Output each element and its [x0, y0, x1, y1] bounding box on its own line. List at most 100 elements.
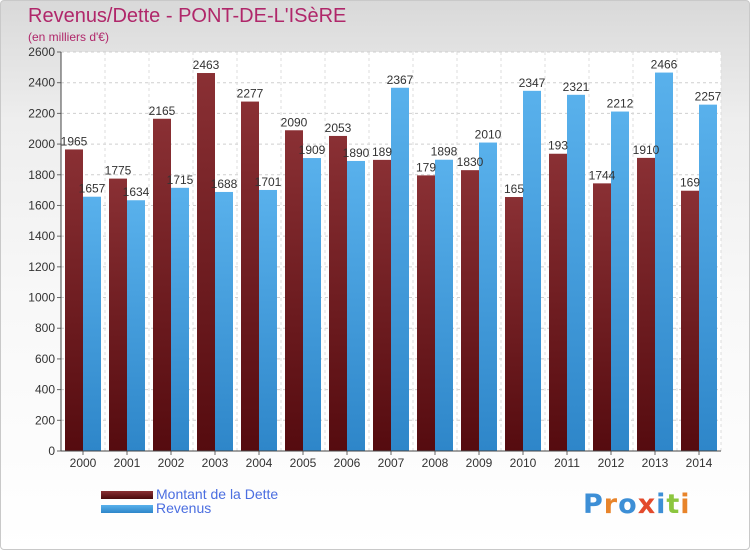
logo-letter: P — [583, 489, 604, 520]
y-tick-label: 1800 — [28, 168, 55, 182]
bar-revenus — [259, 189, 277, 452]
data-label-dette: 1744 — [589, 168, 616, 182]
y-tick-label: 1000 — [28, 291, 55, 305]
y-tick-label: 800 — [35, 321, 55, 335]
y-tick-label: 400 — [35, 383, 55, 397]
data-label-dette: 2277 — [237, 87, 264, 101]
bar-revenus — [435, 159, 453, 452]
logo-letter: i — [680, 489, 691, 520]
data-label-revenus: 1890 — [343, 146, 370, 160]
data-label-dette: 193 — [548, 139, 568, 153]
bar-dette — [65, 149, 83, 452]
chart-title: Revenus/Dette - PONT-DE-L'ISèRE — [28, 5, 347, 27]
bar-revenus — [83, 196, 101, 451]
data-label-dette: 1965 — [61, 134, 88, 148]
bar-dette — [373, 159, 391, 451]
bar-dette — [285, 130, 303, 451]
bar-revenus — [171, 187, 189, 451]
logo-letter: t — [666, 489, 681, 520]
x-tick-label: 2005 — [290, 456, 317, 470]
data-label-revenus: 1688 — [211, 177, 238, 191]
x-tick-label: 2008 — [422, 456, 449, 470]
bar-dette — [461, 170, 479, 451]
legend-label-dette: Montant de la Dette — [156, 486, 279, 502]
data-label-revenus: 2212 — [607, 97, 634, 111]
y-tick-label: 2000 — [28, 137, 55, 151]
data-label-dette: 1910 — [633, 143, 660, 157]
y-tick-label: 600 — [35, 352, 55, 366]
chart-subtitle: (en milliers d'€) — [28, 30, 109, 44]
data-label-revenus: 2347 — [519, 76, 546, 90]
logo-letter: o — [618, 489, 638, 520]
data-label-revenus: 1898 — [431, 145, 458, 159]
logo-letter: x — [637, 489, 657, 520]
y-tick-label: 0 — [48, 444, 55, 458]
data-label-dette: 179 — [416, 160, 436, 174]
bar-revenus — [391, 87, 409, 452]
y-tick-label: 200 — [35, 413, 55, 427]
bar-dette — [593, 183, 611, 451]
x-tick-label: 2010 — [510, 456, 537, 470]
data-label-revenus: 1657 — [79, 182, 106, 196]
y-tick-label: 2600 — [28, 45, 55, 59]
x-tick-label: 2006 — [334, 456, 361, 470]
legend-swatch-dette — [101, 491, 153, 499]
bar-dette — [417, 175, 435, 452]
x-tick-label: 2013 — [642, 456, 669, 470]
data-label-dette: 169 — [680, 176, 700, 190]
x-tick-label: 2011 — [554, 456, 580, 470]
x-tick-label: 2007 — [378, 456, 405, 470]
data-label-dette: 2463 — [193, 58, 220, 72]
legend-label-revenus: Revenus — [156, 500, 212, 516]
bar-revenus — [699, 104, 717, 452]
y-tick-label: 2200 — [28, 106, 55, 120]
x-tick-label: 2003 — [202, 456, 229, 470]
y-tick-label: 2400 — [28, 76, 55, 90]
bar-dette — [241, 101, 259, 451]
x-tick-label: 2012 — [598, 456, 625, 470]
y-tick-label: 1600 — [28, 198, 55, 212]
bar-revenus — [215, 191, 233, 452]
data-label-revenus: 2257 — [695, 90, 722, 104]
y-tick-label: 1200 — [28, 260, 55, 274]
data-label-revenus: 1715 — [167, 173, 194, 187]
bar-revenus — [655, 72, 673, 451]
data-label-dette: 165 — [504, 182, 524, 196]
proxiti-logo: Proxiti — [583, 489, 691, 520]
bar-revenus — [523, 90, 541, 451]
data-label-revenus: 1634 — [123, 185, 150, 199]
legend-swatch-revenus — [101, 505, 153, 513]
data-label-dette: 2053 — [325, 121, 352, 135]
bar-dette — [549, 153, 567, 451]
data-label-revenus: 1909 — [299, 143, 326, 157]
bar-revenus — [611, 111, 629, 451]
bar-dette — [153, 118, 171, 451]
bar-revenus — [347, 160, 365, 451]
bar-revenus — [479, 142, 497, 452]
bar-dette — [109, 178, 127, 451]
bar-dette — [637, 157, 655, 451]
data-label-dette: 1830 — [457, 155, 484, 169]
bar-revenus — [303, 158, 321, 451]
x-tick-label: 2009 — [466, 456, 493, 470]
data-label-dette: 2090 — [281, 115, 308, 129]
x-tick-label: 2001 — [114, 456, 141, 470]
data-label-revenus: 1701 — [255, 175, 282, 189]
data-label-dette: 2165 — [149, 104, 176, 118]
bar-revenus — [127, 200, 145, 451]
data-label-revenus: 2321 — [563, 80, 590, 94]
logo-letter: i — [656, 489, 667, 520]
x-tick-label: 2004 — [246, 456, 273, 470]
data-label-dette: 1775 — [105, 164, 132, 178]
data-label-revenus: 2010 — [475, 128, 502, 142]
bar-revenus — [567, 94, 585, 452]
data-label-revenus: 2367 — [387, 73, 414, 87]
bar-dette — [197, 73, 215, 451]
y-tick-label: 1400 — [28, 229, 55, 243]
data-label-revenus: 2466 — [651, 58, 678, 72]
bar-dette — [681, 190, 699, 451]
x-tick-label: 2002 — [158, 456, 185, 470]
bar-dette — [505, 197, 523, 451]
